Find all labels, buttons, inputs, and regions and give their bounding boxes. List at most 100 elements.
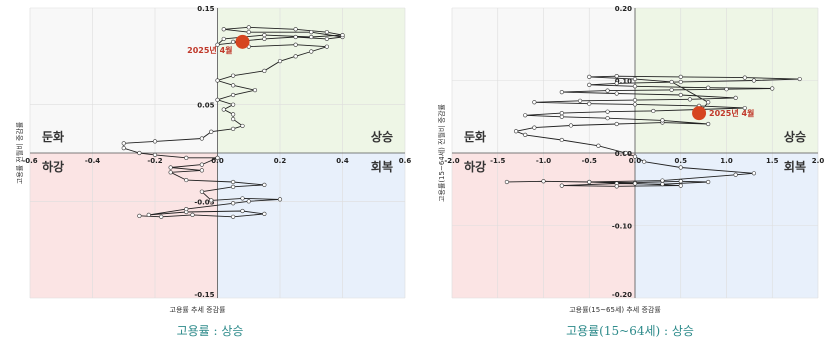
data-point	[614, 91, 619, 96]
data-point	[742, 75, 747, 80]
data-point	[559, 89, 564, 95]
trajectory-line	[506, 75, 800, 187]
data-point	[168, 165, 173, 170]
data-point	[678, 179, 683, 184]
data-point	[293, 34, 298, 40]
data-point	[209, 129, 214, 134]
data-point	[742, 105, 747, 111]
y-axis-title: 고용률(15~64세) 전월비 증감률	[437, 103, 446, 202]
quadrant-label-slowdown: 둔화	[464, 129, 486, 144]
data-point	[231, 184, 236, 189]
data-point	[706, 121, 711, 127]
y-tick-label: -0.20	[612, 291, 632, 299]
data-point	[513, 129, 519, 134]
data-point	[587, 101, 592, 106]
data-point	[724, 87, 729, 92]
data-point	[614, 74, 619, 79]
x-axis-title: 고용률(15~65세) 추세 증감률	[569, 305, 661, 314]
data-point	[324, 44, 329, 49]
data-point	[605, 116, 610, 121]
data-point	[146, 212, 151, 217]
data-point	[623, 150, 628, 156]
data-point	[660, 118, 665, 123]
x-tick-label: -0.2	[147, 157, 162, 165]
data-point	[240, 196, 245, 201]
x-tick-label: 2.0	[812, 157, 825, 165]
data-point	[605, 88, 610, 93]
data-point	[309, 49, 314, 54]
data-point	[669, 79, 674, 85]
x-tick-label: 0.6	[399, 157, 412, 165]
data-point	[678, 183, 683, 188]
data-point	[231, 179, 236, 185]
data-point	[277, 59, 283, 64]
data-point	[277, 197, 283, 202]
data-point	[660, 178, 665, 183]
data-point	[751, 171, 757, 176]
data-point	[240, 208, 245, 214]
data-point	[215, 42, 220, 47]
x-tick-label: 0.4	[336, 157, 349, 165]
data-point	[246, 25, 251, 30]
x-tick-label: 0.0	[629, 157, 642, 165]
data-point	[137, 213, 142, 218]
chart-panel-employment-rate-15-64: -2.0 -1.5 -1.0 -0.5 0.0 0.5 1.0 1.5 2.0 0.20 0.10 0…	[420, 0, 840, 348]
data-point	[324, 36, 329, 42]
current-point-marker	[692, 106, 707, 121]
data-point	[231, 73, 236, 78]
y-tick-label: 0.05	[197, 102, 214, 110]
data-point	[605, 109, 610, 114]
data-point	[651, 108, 656, 114]
data-point	[559, 137, 564, 143]
data-point	[293, 42, 298, 47]
data-point	[221, 107, 226, 112]
quadrant-label-decline: 하강	[464, 159, 486, 174]
x-axis-title: 고용률 추세 증감률	[170, 305, 227, 314]
quadrant-label-recovery: 회복	[784, 159, 806, 174]
data-point	[262, 36, 267, 42]
data-point	[184, 155, 189, 160]
data-point	[231, 214, 236, 219]
data-point	[221, 36, 226, 42]
data-point	[559, 114, 564, 119]
chart-caption-2: 고용률(15~64세) : 상승	[566, 324, 694, 338]
data-point	[541, 179, 546, 184]
quadrant-label-rise: 상승	[784, 129, 806, 144]
data-point	[293, 54, 298, 59]
x-tick-label: 1.5	[766, 157, 779, 165]
quadrant-bottom-left	[30, 153, 218, 298]
quadrant-label-decline: 하강	[42, 159, 64, 174]
x-tick-label: 1.0	[720, 157, 733, 165]
data-point	[596, 143, 601, 148]
data-point	[532, 100, 537, 105]
data-point	[797, 76, 802, 82]
chart-caption-1: 고용률 : 상승	[176, 324, 244, 338]
y-tick-label: -0.15	[194, 291, 214, 299]
x-tick-label: -1.5	[490, 157, 505, 165]
data-point	[231, 92, 236, 98]
data-point	[733, 95, 738, 100]
data-point	[632, 84, 638, 89]
data-point	[231, 112, 236, 117]
x-tick-label: -0.5	[582, 157, 597, 165]
current-point-label: 2025년 4월	[187, 45, 232, 55]
data-point	[678, 74, 683, 79]
data-point	[240, 123, 245, 129]
chart-panel-employment-rate: -0.6 -0.4 -0.2 0.0 0.2 0.4 0.6 0.15 0.05 -0.05 -0.…	[15, 5, 412, 314]
data-point	[578, 98, 583, 103]
quadrant-label-slowdown: 둔화	[42, 129, 64, 144]
y-tick-label: 0.00	[615, 150, 632, 158]
data-point	[221, 27, 226, 32]
data-point	[199, 162, 204, 167]
data-point	[770, 86, 775, 91]
data-point	[215, 97, 220, 102]
data-point	[231, 39, 236, 44]
data-point	[184, 206, 189, 212]
data-point	[199, 189, 204, 194]
trajectory-line	[123, 26, 343, 218]
x-tick-label: -0.4	[85, 157, 100, 165]
data-point	[632, 97, 638, 103]
data-point	[587, 74, 592, 79]
data-point	[660, 182, 665, 187]
x-tick-label: 0.5	[675, 157, 688, 165]
